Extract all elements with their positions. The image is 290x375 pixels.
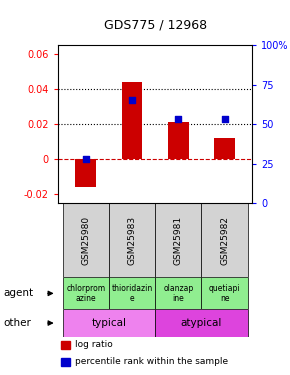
- Bar: [75, 159, 96, 188]
- Bar: [61, 341, 70, 349]
- Bar: [168, 122, 189, 159]
- Bar: [155, 309, 248, 337]
- Text: quetiapi
ne: quetiapi ne: [209, 284, 240, 303]
- Bar: [202, 278, 248, 309]
- Point: [176, 116, 181, 122]
- Text: thioridazin
e: thioridazin e: [111, 284, 153, 303]
- Bar: [63, 309, 155, 337]
- Text: log ratio: log ratio: [75, 340, 112, 349]
- Text: GSM25982: GSM25982: [220, 216, 229, 265]
- Text: other: other: [3, 318, 31, 328]
- Bar: [122, 82, 142, 159]
- Bar: [155, 203, 202, 278]
- Point: [222, 116, 227, 122]
- Text: atypical: atypical: [181, 318, 222, 328]
- Text: GSM25980: GSM25980: [81, 216, 90, 265]
- Bar: [109, 278, 155, 309]
- Text: percentile rank within the sample: percentile rank within the sample: [75, 357, 228, 366]
- Text: GDS775 / 12968: GDS775 / 12968: [104, 19, 207, 32]
- Bar: [109, 203, 155, 278]
- Text: agent: agent: [3, 288, 33, 298]
- Bar: [202, 203, 248, 278]
- Text: olanzap
ine: olanzap ine: [163, 284, 193, 303]
- Bar: [63, 203, 109, 278]
- Text: typical: typical: [91, 318, 126, 328]
- Bar: [214, 138, 235, 159]
- Text: GSM25981: GSM25981: [174, 216, 183, 265]
- Point: [130, 98, 134, 104]
- Point: [84, 156, 88, 162]
- Text: GSM25983: GSM25983: [128, 216, 137, 265]
- Bar: [61, 358, 70, 366]
- Bar: [155, 278, 202, 309]
- Bar: [63, 278, 109, 309]
- Text: chlorprom
azine: chlorprom azine: [66, 284, 105, 303]
